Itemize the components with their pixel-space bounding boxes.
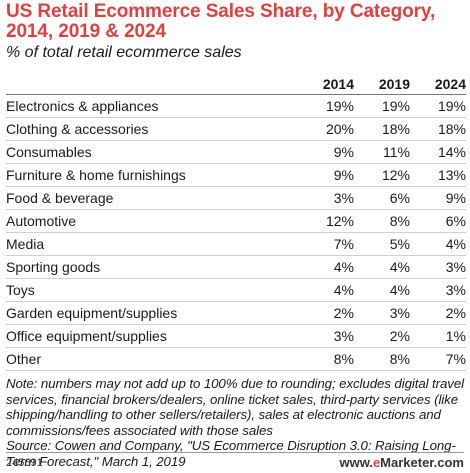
row-category-label: Garden equipment/supplies — [6, 301, 294, 325]
cell-value-2019: 12% — [354, 163, 410, 187]
cell-value-2019: 8% — [354, 347, 410, 371]
cell-value-2019: 2% — [354, 324, 410, 348]
table-row: Garden equipment/supplies 2% 3% 2% — [6, 301, 466, 325]
cell-value-2024: 14% — [410, 140, 466, 164]
note-text: Note: numbers may not add up to 100% due… — [6, 376, 464, 438]
cell-value-2024: 3% — [410, 278, 466, 302]
table-row: Toys 4% 4% 3% — [6, 278, 466, 302]
cell-value-2019: 18% — [354, 117, 410, 141]
row-category-label: Toys — [6, 278, 294, 302]
cell-value-2019: 19% — [354, 94, 410, 118]
table-header-row: 2014 2019 2024 — [6, 73, 466, 95]
table-body: Electronics & appliances 19% 19% 19% Clothin… — [6, 94, 466, 371]
brand-prefix: www. — [339, 455, 373, 470]
row-category-label: Media — [6, 232, 294, 256]
header-year-2024: 2024 — [410, 73, 466, 95]
table-row: Sporting goods 4% 4% 3% — [6, 255, 466, 279]
cell-value-2019: 6% — [354, 186, 410, 210]
cell-value-2014: 4% — [294, 278, 354, 302]
cell-value-2019: 8% — [354, 209, 410, 233]
cell-value-2019: 4% — [354, 278, 410, 302]
table-row: Electronics & appliances 19% 19% 19% — [6, 94, 466, 118]
table-row: Other 8% 8% 7% — [6, 347, 466, 371]
cell-value-2014: 19% — [294, 94, 354, 118]
cell-value-2014: 8% — [294, 347, 354, 371]
table-row: Consumables 9% 11% 14% — [6, 140, 466, 164]
cell-value-2019: 4% — [354, 255, 410, 279]
table-row: Automotive 12% 8% 6% — [6, 209, 466, 233]
brand-suffix: Marketer.com — [380, 455, 464, 470]
row-category-label: Clothing & accessories — [6, 117, 294, 141]
chart-subtitle: % of total retail ecommerce sales — [6, 44, 242, 61]
table-row: Office equipment/supplies 3% 2% 1% — [6, 324, 466, 348]
cell-value-2014: 3% — [294, 186, 354, 210]
cell-value-2014: 2% — [294, 301, 354, 325]
cell-value-2019: 11% — [354, 140, 410, 164]
cell-value-2024: 7% — [410, 347, 466, 371]
cell-value-2014: 7% — [294, 232, 354, 256]
cell-value-2024: 13% — [410, 163, 466, 187]
brand-logo[interactable]: www.eMarketer.com — [339, 455, 464, 470]
row-category-label: Consumables — [6, 140, 294, 164]
cell-value-2024: 9% — [410, 186, 466, 210]
cell-value-2014: 9% — [294, 163, 354, 187]
table-row: Media 7% 5% 4% — [6, 232, 466, 256]
row-category-label: Office equipment/supplies — [6, 324, 294, 348]
row-category-label: Automotive — [6, 209, 294, 233]
header-year-2014: 2014 — [294, 73, 354, 95]
row-category-label: Other — [6, 347, 294, 371]
cell-value-2024: 4% — [410, 232, 466, 256]
cell-value-2019: 5% — [354, 232, 410, 256]
chart-id: 245691 — [6, 457, 43, 469]
cell-value-2014: 3% — [294, 324, 354, 348]
chart-container: US Retail Ecommerce Sales Share, by Cate… — [6, 0, 466, 469]
cell-value-2024: 1% — [410, 324, 466, 348]
cell-value-2019: 3% — [354, 301, 410, 325]
table-row: Furniture & home furnishings 9% 12% 13% — [6, 163, 466, 187]
table-row: Food & beverage 3% 6% 9% — [6, 186, 466, 210]
table-row: Clothing & accessories 20% 18% 18% — [6, 117, 466, 141]
chart-note: Note: numbers may not add up to 100% due… — [6, 376, 466, 469]
cell-value-2014: 20% — [294, 117, 354, 141]
cell-value-2014: 9% — [294, 140, 354, 164]
cell-value-2024: 2% — [410, 301, 466, 325]
cell-value-2024: 19% — [410, 94, 466, 118]
header-year-2019: 2019 — [354, 73, 410, 95]
row-category-label: Furniture & home furnishings — [6, 163, 294, 187]
cell-value-2024: 6% — [410, 209, 466, 233]
chart-title: US Retail Ecommerce Sales Share, by Cate… — [6, 1, 436, 42]
cell-value-2024: 18% — [410, 117, 466, 141]
footer: 245691 www.eMarketer.com — [6, 452, 464, 471]
cell-value-2024: 3% — [410, 255, 466, 279]
source-text: Source: Cowen and Company, "US Ecommerce… — [6, 438, 456, 469]
row-category-label: Food & beverage — [6, 186, 294, 210]
row-category-label: Sporting goods — [6, 255, 294, 279]
cell-value-2014: 12% — [294, 209, 354, 233]
cell-value-2014: 4% — [294, 255, 354, 279]
data-table: 2014 2019 2024 Electronics & appliances 1… — [6, 73, 466, 371]
header-category — [6, 73, 294, 95]
brand-highlight: e — [372, 455, 381, 470]
row-category-label: Electronics & appliances — [6, 94, 294, 118]
